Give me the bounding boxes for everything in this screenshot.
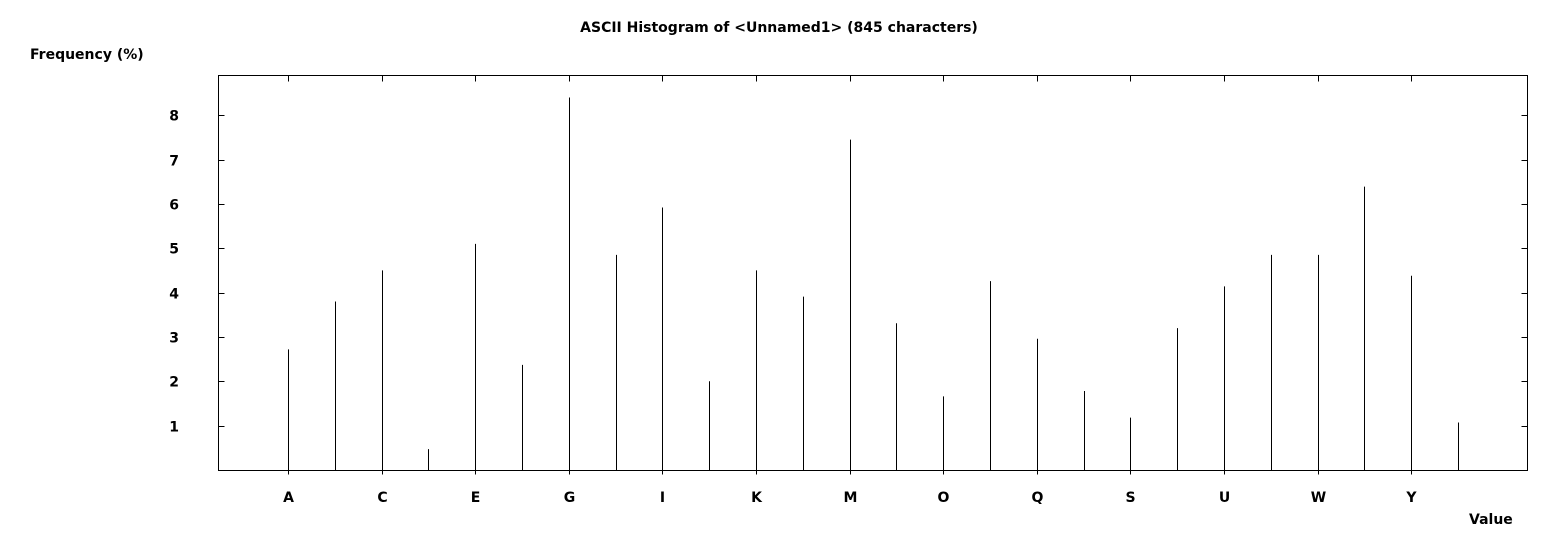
x-tick-label: A [283, 490, 294, 506]
y-tick-label: 8 [169, 109, 179, 125]
x-tick-label: E [471, 490, 481, 506]
y-tick-label: 5 [169, 242, 179, 258]
x-tick-label: S [1125, 490, 1135, 506]
x-tick-label: I [660, 490, 665, 506]
x-tick-label: G [564, 490, 576, 506]
plot-frame [218, 75, 1528, 471]
x-tick-label: O [938, 490, 950, 506]
x-tick-label: Y [1405, 490, 1417, 506]
y-axis-label: Frequency (%) [30, 47, 144, 63]
y-tick-label: 4 [169, 287, 179, 303]
x-axis-label: Value [1469, 512, 1513, 528]
y-tick-label: 2 [169, 375, 179, 391]
y-tick-label: 7 [169, 154, 179, 170]
y-tick-label: 6 [169, 198, 179, 214]
y-axis: 1 2 3 4 5 6 7 8 [169, 109, 1528, 436]
y-tick-label: 1 [169, 420, 179, 436]
x-tick-label: U [1219, 490, 1230, 506]
x-tick-label: C [377, 490, 387, 506]
x-tick-label: Q [1032, 490, 1044, 506]
bars [288, 97, 1459, 470]
x-tick-label: M [844, 490, 858, 506]
y-tick-label: 3 [169, 331, 179, 347]
x-tick-label: K [751, 490, 763, 506]
chart-title: ASCII Histogram of <Unnamed1> (845 chara… [580, 20, 978, 36]
x-tick-label: W [1311, 490, 1326, 506]
